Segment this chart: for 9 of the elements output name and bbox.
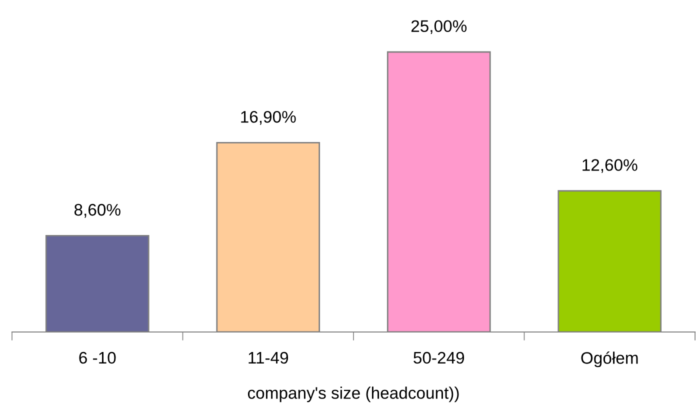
x-axis-title: company's size (headcount)) xyxy=(248,386,459,402)
data-label: 25,00% xyxy=(411,20,467,34)
x-tick-label: 11-49 xyxy=(248,352,288,364)
x-tick-label: Ogółem xyxy=(581,351,638,368)
data-label: 16,90% xyxy=(241,110,296,125)
x-tick-label: 6 -10 xyxy=(79,352,116,364)
x-tick-label: 50-249 xyxy=(414,352,464,364)
data-label: 8,60% xyxy=(74,204,120,218)
data-label: 12,60% xyxy=(582,159,638,173)
